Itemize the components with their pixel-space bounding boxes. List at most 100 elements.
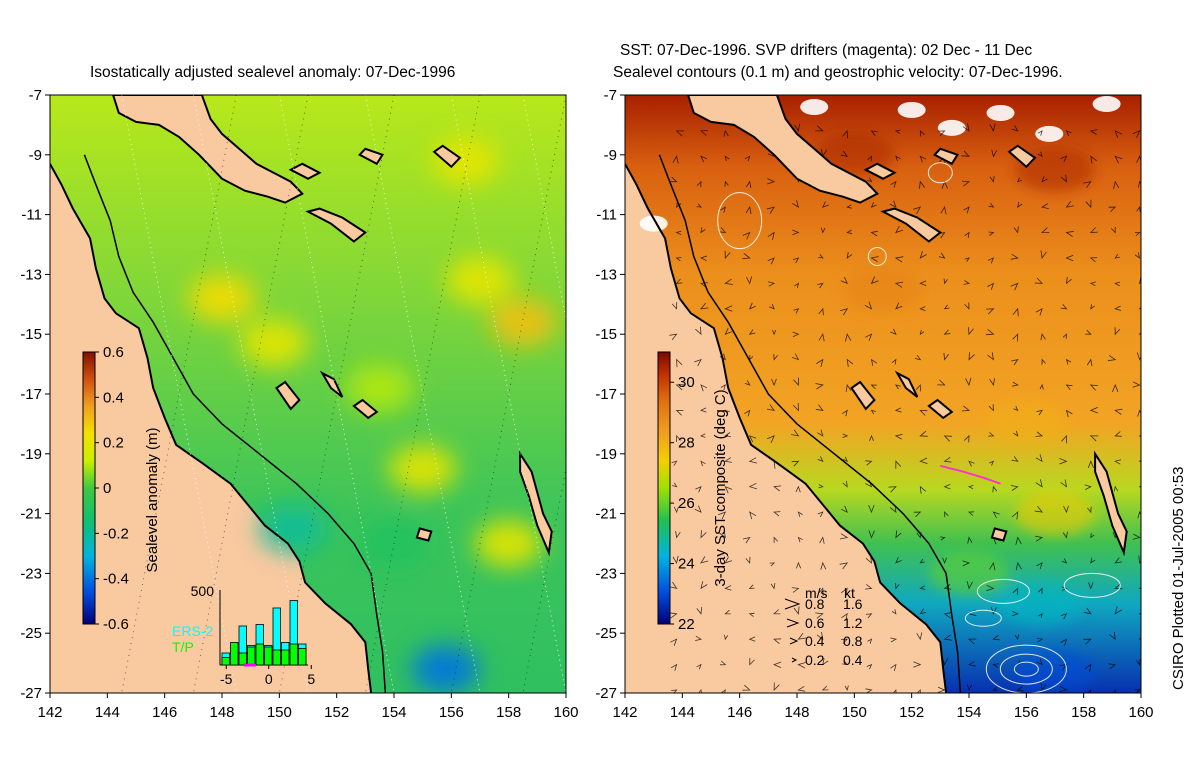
colorbar-tick-label: 28 bbox=[678, 435, 695, 452]
velocity-arrow bbox=[1060, 613, 1068, 620]
velocity-arrow bbox=[1039, 383, 1044, 390]
velocity-arrow bbox=[1114, 606, 1122, 615]
colorbar-tick-label: 30 bbox=[678, 374, 695, 391]
anomaly-feature bbox=[489, 298, 557, 347]
velocity-arrow bbox=[699, 407, 707, 413]
velocity-arrow bbox=[1011, 125, 1019, 132]
velocity-arrow bbox=[695, 326, 702, 336]
velocity-arrow bbox=[1089, 407, 1099, 414]
velocity-arrow bbox=[1038, 612, 1043, 619]
velocity-arrow bbox=[676, 434, 681, 443]
velocity-arrow bbox=[696, 663, 702, 670]
velocity-arrow bbox=[749, 511, 757, 520]
velocity-arrow bbox=[938, 252, 946, 259]
velocity-arrow bbox=[845, 333, 852, 342]
velocity-arrow bbox=[989, 175, 995, 183]
shelf-edge bbox=[83, 154, 387, 693]
sealevel-contour bbox=[1013, 661, 1039, 677]
velocity-arrow bbox=[1134, 252, 1141, 259]
velocity-arrow bbox=[1108, 663, 1117, 670]
y-tick-label: -25 bbox=[595, 625, 617, 642]
coastline bbox=[625, 95, 1128, 693]
velocity-arrow bbox=[943, 612, 952, 619]
velocity-arrow bbox=[797, 685, 806, 692]
coastline bbox=[50, 95, 553, 693]
velocity-arrow bbox=[866, 663, 873, 670]
velocity-arrow bbox=[1065, 409, 1073, 418]
velocity-arrow bbox=[669, 333, 678, 341]
velocity-arrow bbox=[676, 358, 683, 368]
velocity-arrow bbox=[1011, 456, 1019, 462]
velocity-arrow bbox=[1037, 151, 1043, 158]
velocity-arrow bbox=[841, 409, 848, 417]
x-tick-label: 152 bbox=[324, 704, 349, 721]
x-tick-label: 144 bbox=[95, 704, 120, 721]
velocity-arrow bbox=[987, 352, 994, 361]
velocity-arrow bbox=[1065, 254, 1074, 262]
velocity-arrow bbox=[724, 409, 730, 415]
legend-tp: T/P bbox=[172, 639, 194, 655]
velocity-arrow bbox=[919, 430, 928, 437]
velocity-arrow bbox=[773, 485, 782, 492]
colorbar-tick-label: 24 bbox=[678, 556, 695, 573]
colorbar-tick-label: -0.2 bbox=[103, 525, 129, 542]
velocity-arrow bbox=[724, 155, 730, 162]
x-tick-label: 156 bbox=[1014, 704, 1039, 721]
velocity-arrow bbox=[792, 229, 800, 236]
velocity-arrow bbox=[767, 281, 776, 287]
velocity-arrow bbox=[695, 635, 703, 641]
x-tick-label: 142 bbox=[37, 704, 62, 721]
velocity-arrow bbox=[891, 358, 897, 365]
y-tick-label: -25 bbox=[20, 625, 42, 642]
velocity-arrow bbox=[943, 484, 951, 490]
velocity-arrow bbox=[699, 130, 709, 136]
velocity-arrow bbox=[865, 555, 873, 564]
velocity-arrow bbox=[989, 378, 995, 387]
velocity-arrow bbox=[1012, 587, 1019, 596]
velocity-arrow bbox=[943, 329, 951, 335]
velocity-arrow bbox=[890, 663, 897, 672]
sst-velocity-map: 142 144 146 148 150 152 154 156 158 160 -7 -9 -11 -1… bbox=[595, 87, 1153, 721]
sealevel-contours bbox=[717, 162, 1121, 693]
velocity-arrow bbox=[844, 685, 849, 692]
y-tick-label: -13 bbox=[595, 266, 617, 283]
velocity-arrow bbox=[670, 638, 678, 646]
velocity-arrow bbox=[719, 660, 727, 666]
island bbox=[415, 527, 433, 542]
velocity-arrow bbox=[671, 302, 678, 310]
y-tick-label: -7 bbox=[604, 87, 617, 104]
velocity-arrow bbox=[743, 536, 751, 544]
velocity-arrow bbox=[943, 456, 952, 463]
velocity-arrow bbox=[916, 689, 921, 693]
x-axis-ticks: 142 144 146 148 150 152 154 156 158 160 bbox=[612, 693, 1154, 721]
velocity-arrow bbox=[1011, 358, 1019, 366]
velocity-arrow bbox=[718, 511, 727, 520]
velocity-arrow bbox=[767, 435, 775, 443]
colorbar-tick-label: 0 bbox=[103, 480, 111, 497]
velocity-arrow bbox=[967, 638, 977, 645]
velocity-arrow bbox=[793, 308, 800, 314]
velocity-arrow bbox=[1109, 631, 1116, 641]
velocity-arrow bbox=[840, 276, 848, 285]
velocity-arrow bbox=[968, 460, 975, 467]
velocity-arrow bbox=[815, 404, 824, 411]
velocity-arrow bbox=[766, 206, 775, 214]
velocity-arrow bbox=[816, 632, 824, 641]
velocity-arrow bbox=[1062, 333, 1067, 339]
velocity-arrow bbox=[888, 486, 897, 493]
velocity-arrow bbox=[742, 684, 751, 691]
velocity-arrow bbox=[865, 688, 873, 693]
velocity-arrow bbox=[1137, 180, 1141, 188]
sealevel-colorbar: 0.6 0.4 0.2 0 -0.2 -0.4 -0.6 Sealevel anomaly … bbox=[82, 344, 161, 633]
velocity-arrow bbox=[868, 504, 875, 514]
velocity-arrow bbox=[1062, 531, 1068, 539]
velocity-arrow bbox=[1041, 358, 1046, 365]
velocity-arrow bbox=[919, 409, 928, 416]
histogram-bar-tp bbox=[247, 646, 256, 666]
velocity-arrow bbox=[895, 530, 902, 539]
legend-row-ms: 0.4 bbox=[805, 633, 825, 649]
velocity-arrow bbox=[669, 176, 678, 183]
velocity-arrow bbox=[940, 206, 947, 215]
island bbox=[275, 380, 301, 411]
velocity-arrow bbox=[822, 658, 829, 666]
